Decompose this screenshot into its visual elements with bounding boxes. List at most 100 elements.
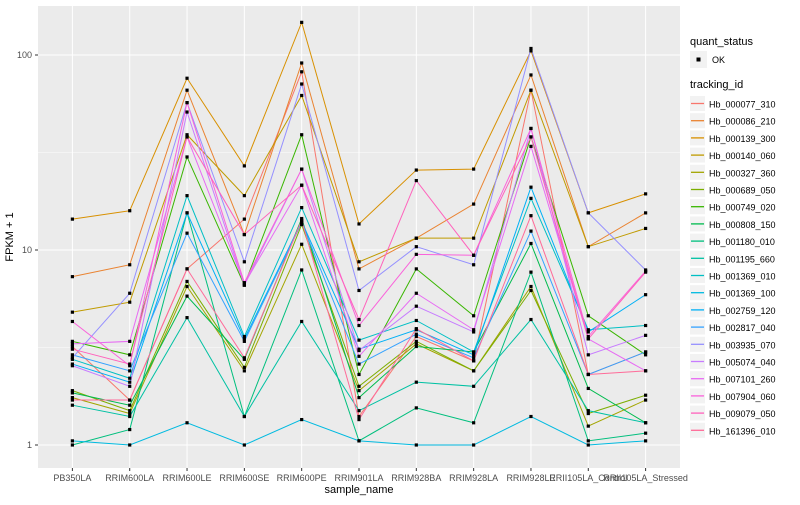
legend-label-Hb_003935_070: Hb_003935_070 — [709, 340, 776, 350]
x-tick-label: RRII105LA_Stressed — [603, 473, 688, 483]
data-point-Hb_009079_050 — [529, 135, 533, 139]
legend-label-Hb_007101_260: Hb_007101_260 — [709, 375, 776, 385]
x-tick-label: RRIM600PE — [277, 473, 327, 483]
data-point-Hb_001195_660 — [185, 316, 189, 320]
data-point-Hb_001195_660 — [357, 409, 361, 413]
data-point-Hb_000086_210 — [300, 61, 304, 65]
data-point-Hb_000139_300 — [414, 168, 418, 172]
data-point-Hb_007101_260 — [414, 291, 418, 295]
data-point-Hb_003935_070 — [242, 260, 246, 264]
data-point-Hb_000139_300 — [128, 209, 132, 213]
legend-label-Hb_000140_060: Hb_000140_060 — [709, 151, 776, 161]
data-point-Hb_000689_050 — [414, 339, 418, 343]
data-point-Hb_007904_060 — [185, 101, 189, 105]
x-tick-label: RRIM928BA — [391, 473, 441, 483]
data-point-Hb_005074_040 — [185, 110, 189, 114]
data-point-Hb_000139_300 — [300, 20, 304, 24]
data-point-Hb_161396_010 — [586, 372, 590, 377]
x-tick-label: RRIM600SE — [219, 473, 269, 483]
data-point-Hb_001369_100 — [300, 417, 304, 422]
data-point-Hb_002817_040 — [529, 229, 533, 233]
x-tick-label: RRIM928LE — [506, 473, 555, 483]
legend-label-Hb_001180_010: Hb_001180_010 — [709, 237, 775, 247]
data-point-Hb_002759_120 — [128, 380, 132, 384]
data-point-Hb_007101_260 — [357, 354, 361, 358]
data-point-Hb_005074_040 — [70, 364, 74, 368]
data-point-Hb_002817_040 — [185, 231, 189, 235]
legend-label-Hb_000689_050: Hb_000689_050 — [709, 186, 776, 196]
data-point-Hb_005074_040 — [472, 330, 476, 334]
x-axis-title: sample_name — [324, 484, 393, 496]
data-point-Hb_001195_660 — [472, 384, 476, 388]
y-tick-label: 10 — [22, 245, 32, 255]
legend-label-Hb_000327_360: Hb_000327_360 — [709, 168, 776, 178]
data-point-Hb_007904_060 — [300, 167, 304, 171]
data-point-Hb_000689_050 — [242, 365, 246, 370]
data-point-Hb_007904_060 — [242, 281, 246, 285]
data-point-Hb_000077_310 — [70, 344, 74, 349]
data-point-Hb_000140_060 — [529, 88, 533, 92]
data-point-Hb_002817_040 — [242, 339, 246, 343]
y-tick-label: 100 — [17, 50, 32, 60]
data-point-Hb_009079_050 — [185, 135, 189, 139]
data-point-Hb_001180_010 — [70, 443, 74, 447]
data-point-Hb_009079_050 — [70, 347, 74, 351]
data-point-Hb_007904_060 — [70, 319, 74, 324]
data-point-Hb_000749_020 — [70, 339, 74, 343]
data-point-Hb_161396_010 — [242, 356, 246, 360]
data-point-Hb_001180_010 — [128, 427, 132, 432]
ok-point-icon — [696, 57, 701, 62]
legend-quant-status-title: quant_status — [690, 36, 753, 48]
data-point-Hb_161396_010 — [644, 369, 648, 373]
data-point-Hb_000749_020 — [128, 353, 132, 357]
data-point-Hb_001369_010 — [586, 328, 590, 332]
data-point-Hb_000140_060 — [644, 226, 648, 231]
data-point-Hb_001180_010 — [586, 439, 590, 443]
data-point-Hb_001369_010 — [644, 323, 648, 328]
data-point-Hb_007101_260 — [529, 144, 533, 148]
data-point-Hb_000689_050 — [70, 389, 74, 393]
data-point-Hb_000086_210 — [472, 202, 476, 206]
legend-label-Hb_001369_100: Hb_001369_100 — [709, 289, 776, 299]
data-point-Hb_001369_010 — [529, 196, 533, 200]
data-point-Hb_002759_120 — [70, 362, 74, 366]
data-point-Hb_005074_040 — [644, 333, 648, 337]
data-point-Hb_000086_210 — [357, 267, 361, 271]
data-point-Hb_001369_100 — [185, 421, 189, 425]
data-point-Hb_000086_210 — [529, 73, 533, 77]
data-point-Hb_009079_050 — [414, 178, 418, 183]
data-point-Hb_000808_150 — [128, 403, 132, 407]
data-point-Hb_001369_100 — [529, 414, 533, 419]
data-point-Hb_001369_010 — [300, 205, 304, 210]
data-point-Hb_161396_010 — [414, 327, 418, 331]
legend-label-ok: OK — [712, 55, 725, 65]
data-point-Hb_002759_120 — [586, 330, 590, 334]
x-tick-label: RRIM901LA — [334, 473, 383, 483]
data-point-Hb_007904_060 — [128, 364, 132, 368]
legend-label-Hb_002759_120: Hb_002759_120 — [709, 306, 776, 316]
data-point-Hb_001369_010 — [185, 194, 189, 198]
data-point-Hb_000689_050 — [529, 288, 533, 293]
legend-label-Hb_002817_040: Hb_002817_040 — [709, 323, 776, 333]
data-point-Hb_161396_010 — [128, 398, 132, 402]
data-point-Hb_003935_070 — [472, 263, 476, 267]
data-point-Hb_009079_050 — [300, 183, 304, 187]
data-point-Hb_002759_120 — [242, 337, 246, 341]
data-point-Hb_000140_060 — [242, 194, 246, 198]
data-point-Hb_001369_010 — [357, 338, 361, 342]
data-point-Hb_000327_360 — [128, 411, 132, 416]
data-point-Hb_000808_150 — [70, 391, 74, 395]
data-point-Hb_000327_360 — [242, 369, 246, 373]
data-point-Hb_000139_300 — [185, 76, 189, 80]
data-point-Hb_001369_100 — [128, 443, 132, 447]
data-point-Hb_000689_050 — [357, 384, 361, 388]
data-point-Hb_002759_120 — [644, 293, 648, 297]
data-point-Hb_001195_660 — [414, 380, 418, 384]
data-point-Hb_001180_010 — [414, 406, 418, 410]
legend-label-Hb_007904_060: Hb_007904_060 — [709, 392, 776, 402]
data-point-Hb_000689_050 — [128, 409, 132, 413]
data-point-Hb_000808_150 — [300, 216, 304, 221]
data-point-Hb_001369_010 — [242, 334, 246, 339]
x-tick-label: RRIM928LA — [449, 473, 498, 483]
